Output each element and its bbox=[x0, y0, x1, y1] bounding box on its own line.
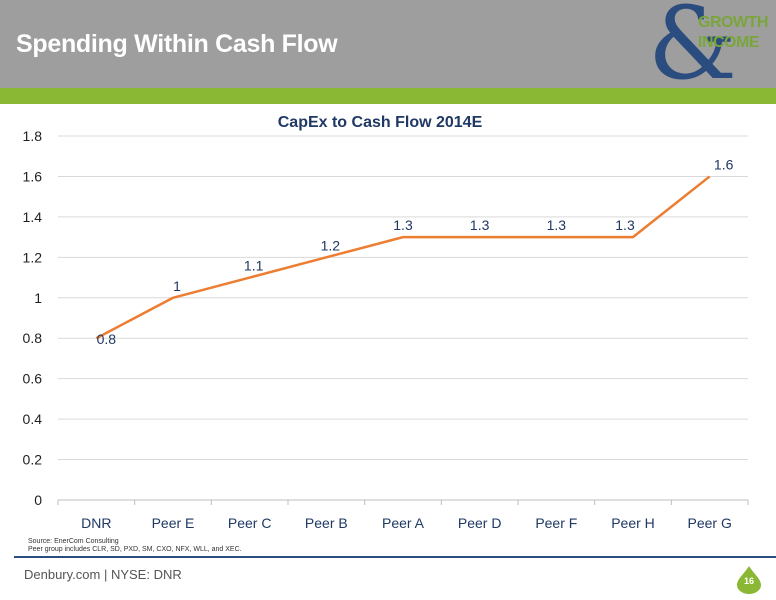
line-chart: CapEx to Cash Flow 2014E 0 0.2 0.4 0.6 0.8 1 1… bbox=[23, 114, 749, 531]
data-label: 1.1 bbox=[244, 258, 264, 274]
data-label: 1.3 bbox=[547, 217, 567, 233]
growth-income-logo: & GROWTH INCOME bbox=[648, 0, 776, 102]
y-axis-ticks: 0 0.2 0.4 0.6 0.8 1 1.2 1.4 1.6 1.8 bbox=[23, 128, 43, 508]
x-tick-label: Peer B bbox=[305, 515, 348, 531]
y-tick-label: 1.2 bbox=[23, 249, 43, 265]
x-tick-label: Peer D bbox=[458, 515, 502, 531]
chart-title: CapEx to Cash Flow 2014E bbox=[278, 114, 483, 131]
y-tick-label: 0.8 bbox=[23, 330, 43, 346]
y-tick-label: 1.8 bbox=[23, 128, 43, 144]
drop-icon bbox=[737, 566, 761, 594]
y-tick-label: 0.2 bbox=[23, 452, 43, 468]
x-tick-label: DNR bbox=[81, 515, 111, 531]
y-tick-label: 0 bbox=[34, 492, 42, 508]
source-line: Source: EnerCom Consulting bbox=[28, 538, 119, 545]
data-label: 1.3 bbox=[470, 217, 490, 233]
footer-rule bbox=[14, 556, 776, 558]
x-tick-label: Peer C bbox=[228, 515, 272, 531]
series-line bbox=[95, 175, 711, 340]
y-tick-label: 1.6 bbox=[23, 168, 43, 184]
data-label: 1.3 bbox=[393, 217, 413, 233]
footer-site: Denbury.com | NYSE: DNR bbox=[24, 567, 182, 582]
logo-word-income: INCOME bbox=[698, 34, 760, 51]
x-tick-label: Peer G bbox=[687, 515, 731, 531]
data-label: 1.2 bbox=[321, 237, 341, 253]
header-band: Spending Within Cash Flow bbox=[0, 0, 776, 88]
source-note: Source: EnerCom Consulting Peer group in… bbox=[28, 538, 242, 554]
y-tick-label: 1.4 bbox=[23, 209, 43, 225]
data-labels: 0.8 1 1.1 1.2 1.3 1.3 1.3 1.3 1.6 bbox=[97, 156, 734, 347]
peer-group-note: Peer group includes CLR, SD, PXD, SM, CX… bbox=[28, 546, 242, 553]
data-label: 1 bbox=[173, 278, 181, 294]
data-label: 0.8 bbox=[97, 331, 117, 347]
accent-bar bbox=[0, 88, 776, 104]
page-number-badge: 16 bbox=[736, 566, 762, 594]
y-tick-label: 0.6 bbox=[23, 371, 43, 387]
data-label: 1.3 bbox=[615, 217, 635, 233]
ampersand-logo-mark: & bbox=[648, 0, 738, 102]
x-tick-label: Peer H bbox=[611, 515, 655, 531]
x-tick-label: Peer A bbox=[382, 515, 425, 531]
x-tick-label: Peer E bbox=[152, 515, 195, 531]
page-title: Spending Within Cash Flow bbox=[16, 30, 338, 58]
y-tick-label: 1 bbox=[34, 290, 42, 306]
page-number: 16 bbox=[743, 576, 754, 586]
logo-word-growth: GROWTH bbox=[698, 14, 768, 31]
x-axis-ticks: DNR Peer E Peer C Peer B Peer A Peer D Peer F P… bbox=[81, 515, 732, 531]
x-tick-label: Peer F bbox=[535, 515, 577, 531]
y-tick-label: 0.4 bbox=[23, 411, 43, 427]
data-label: 1.6 bbox=[714, 156, 734, 172]
gridlines bbox=[57, 135, 749, 505]
